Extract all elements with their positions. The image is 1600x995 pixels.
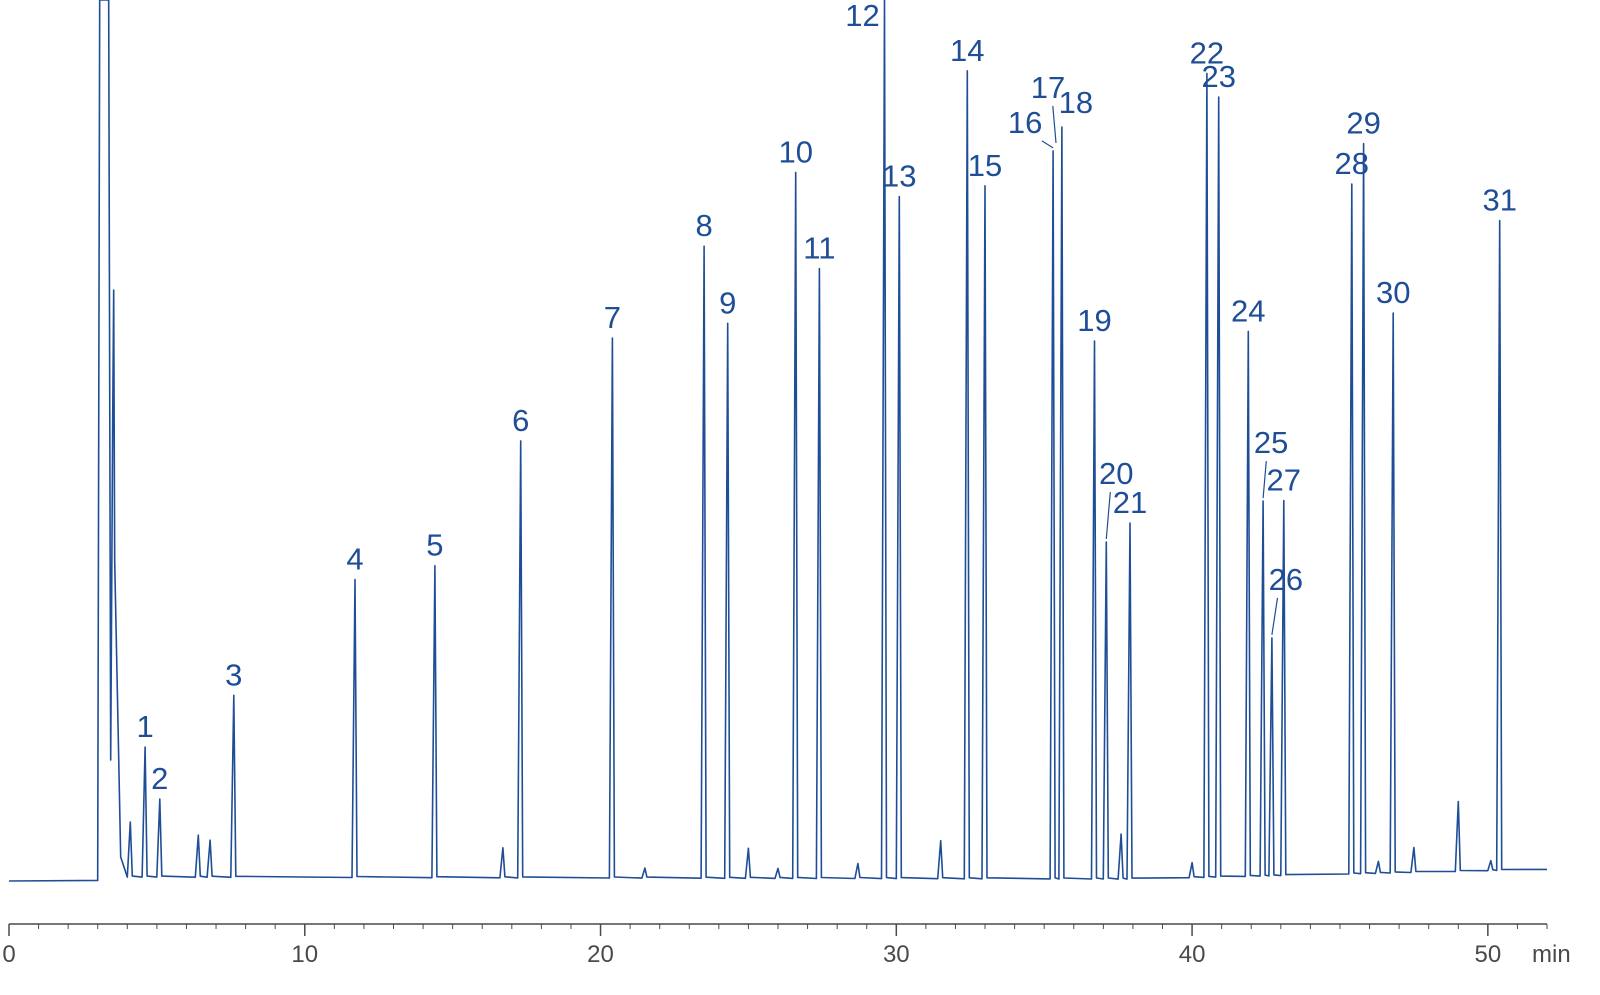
peak-leader-lines [1041,105,1279,635]
peak-label-19: 19 [1077,303,1111,338]
peak-label-3: 3 [225,657,242,692]
peak-label-9: 9 [719,285,736,320]
peak-label-7: 7 [604,300,621,335]
peak-label-22: 22 [1190,35,1224,70]
peak-label-11: 11 [803,231,835,266]
peak-label-23: 23 [1201,59,1235,94]
x-tick-label-10: 10 [291,941,318,968]
peak-label-31: 31 [1482,183,1516,218]
peak-label-17: 17 [1031,70,1065,105]
peak-label-16: 16 [1008,105,1042,140]
peak-label-12: 12 [845,0,879,33]
peak-leader-26 [1271,597,1279,635]
peak-leader-25 [1262,461,1267,499]
chromatogram-trace [8,0,1548,882]
peak-label-15: 15 [968,148,1002,183]
peak-label-13: 13 [882,159,916,194]
peak-label-21: 21 [1113,485,1147,520]
peak-label-5: 5 [426,528,443,563]
peak-label-20: 20 [1099,456,1133,491]
x-axis-unit-label: min [1532,941,1571,968]
peak-leader-20 [1105,491,1111,540]
x-tick-label-50: 50 [1474,941,1501,968]
peak-label-28: 28 [1335,146,1369,181]
peak-label-18: 18 [1059,85,1093,120]
peak-label-6: 6 [512,403,529,438]
peak-label-30: 30 [1376,275,1410,310]
peak-label-29: 29 [1346,106,1380,141]
peak-label-25: 25 [1254,425,1288,460]
x-tick-label-0: 0 [2,941,15,968]
x-tick-label-40: 40 [1179,941,1206,968]
x-tick-label-30: 30 [883,941,910,968]
peak-label-14: 14 [950,33,984,68]
peak-label-4: 4 [346,542,363,577]
peak-leader-16 [1041,140,1054,149]
peak-label-27: 27 [1267,463,1301,498]
peak-label-26: 26 [1269,562,1303,597]
peak-label-24: 24 [1231,293,1265,328]
peak-label-1: 1 [136,709,153,744]
x-axis-ticks: 0 10 20 30 40 50 [2,924,1548,968]
x-tick-label-20: 20 [587,941,614,968]
peak-label-2: 2 [151,761,168,796]
peak-label-10: 10 [778,134,812,169]
peak-label-8: 8 [695,208,712,243]
peak-leader-17 [1052,105,1057,143]
